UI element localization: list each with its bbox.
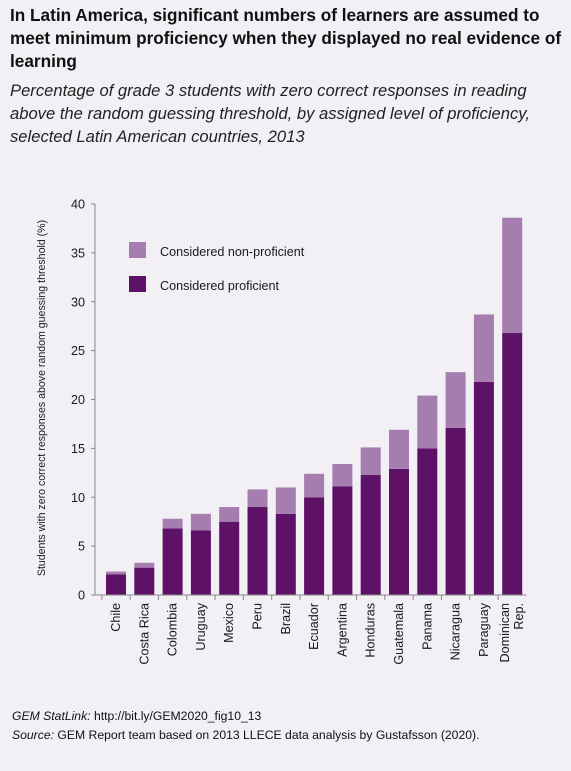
- x-tick-label: Colombia: [166, 603, 180, 656]
- bar-non-proficient: [106, 571, 126, 575]
- source-line: Source: GEM Report team based on 2013 LL…: [12, 727, 562, 743]
- x-tick-label-group: Chile: [109, 603, 123, 632]
- x-tick-label: Dominican: [498, 603, 512, 663]
- x-tick-label: Honduras: [364, 603, 378, 658]
- bar-non-proficient: [275, 487, 296, 514]
- chart-subtitle: Percentage of grade 3 students with zero…: [10, 81, 530, 146]
- bar-non-proficient: [389, 429, 409, 469]
- bar-proficient: [417, 448, 438, 595]
- bar-proficient: [389, 468, 409, 595]
- y-tick-label: 10: [71, 491, 85, 505]
- bar-proficient: [134, 567, 155, 595]
- bar-proficient: [304, 497, 325, 595]
- bar-non-proficient: [162, 518, 183, 529]
- legend-swatch-proficient: [129, 276, 146, 292]
- x-tick-label: Mexico: [222, 603, 236, 643]
- x-tick-label-group: Honduras: [364, 603, 378, 658]
- x-tick-label-group: Colombia: [166, 603, 180, 656]
- x-tick-label-group: Mexico: [222, 603, 236, 643]
- legend: Considered non-proficient Considered pro…: [129, 242, 305, 293]
- x-tick-label: Brazil: [279, 603, 293, 635]
- bar-proficient: [106, 574, 126, 595]
- x-tick-label: Paraguay: [477, 602, 491, 657]
- y-tick-label: 35: [71, 246, 85, 260]
- x-tick-label-group: Costa Rica: [137, 603, 151, 665]
- x-tick-label: Costa Rica: [137, 603, 151, 665]
- x-tick-label-group: Dominican Rep.: [498, 603, 526, 663]
- bar-non-proficient: [332, 464, 353, 487]
- source-label: Source:: [12, 728, 55, 742]
- bar-non-proficient: [473, 314, 494, 382]
- x-tick-label-group: Guatemala: [392, 603, 406, 665]
- bar-non-proficient: [304, 473, 325, 498]
- x-tick-label-group: Nicaragua: [449, 603, 463, 660]
- x-tick-label: Rep.: [512, 603, 526, 630]
- x-tick-label: Panama: [420, 603, 434, 650]
- statlink-line: GEM StatLink: http://bit.ly/GEM2020_fig1…: [12, 708, 562, 724]
- legend-label-non-proficient: Considered non-proficient: [160, 245, 305, 259]
- bar-non-proficient: [247, 489, 268, 508]
- x-tick-label: Nicaragua: [449, 603, 463, 660]
- x-axis: Chile Costa Rica Colombia Uruguay Mexico Peru…: [95, 594, 527, 665]
- bar-proficient: [190, 530, 211, 595]
- footer: GEM StatLink: http://bit.ly/GEM2020_fig1…: [12, 708, 562, 746]
- bars: [106, 217, 523, 595]
- statlink-url[interactable]: http://bit.ly/GEM2020_fig10_13: [93, 709, 262, 723]
- x-tick-label: Ecuador: [307, 603, 321, 650]
- bar-non-proficient: [445, 372, 466, 428]
- source-text: GEM Report team based on 2013 LLECE data…: [57, 728, 480, 742]
- y-tick-label: 20: [71, 393, 85, 407]
- x-tick-label-group: Peru: [251, 603, 265, 630]
- x-tick-label-group: Paraguay: [477, 602, 491, 657]
- bar-proficient: [360, 474, 381, 595]
- y-tick-label: 25: [71, 344, 85, 358]
- y-tick-label: 30: [71, 295, 85, 309]
- bar-proficient: [502, 333, 523, 595]
- statlink-label: GEM StatLink:: [12, 709, 91, 723]
- bar-non-proficient: [360, 447, 381, 475]
- y-tick-label: 0: [78, 589, 85, 603]
- bar-non-proficient: [417, 395, 438, 449]
- y-axis-label: Students with zero correct responses abo…: [36, 220, 48, 576]
- bar-proficient: [275, 513, 296, 595]
- bar-non-proficient: [134, 562, 155, 568]
- x-tick-label-group: Uruguay: [194, 602, 208, 650]
- x-tick-label-group: Ecuador: [307, 603, 321, 650]
- y-tick-label: 40: [71, 198, 85, 212]
- bar-proficient: [247, 507, 268, 595]
- legend-swatch-non-proficient: [129, 242, 146, 258]
- bar-non-proficient: [190, 513, 211, 531]
- y-tick-label: 15: [71, 442, 85, 456]
- x-tick-label-group: Brazil: [279, 603, 293, 635]
- bar-proficient: [162, 528, 183, 595]
- bar-proficient: [332, 486, 353, 595]
- bar-proficient: [473, 381, 494, 595]
- y-axis: 0 5 10 15 20 25 30 35 40: [71, 198, 96, 603]
- bar-proficient: [219, 521, 240, 595]
- x-tick-label-group: Panama: [420, 603, 434, 650]
- x-tick-label: Uruguay: [194, 602, 208, 650]
- legend-label-proficient: Considered proficient: [160, 279, 280, 293]
- y-tick-label: 5: [78, 540, 85, 554]
- bar-non-proficient: [219, 507, 240, 522]
- x-tick-label-group: Argentina: [335, 603, 349, 657]
- stacked-bar-chart: Students with zero correct responses abo…: [36, 198, 527, 665]
- x-tick-label: Chile: [109, 603, 123, 632]
- x-tick-label: Guatemala: [392, 603, 406, 665]
- bar-proficient: [445, 427, 466, 595]
- x-tick-label: Peru: [251, 603, 265, 630]
- chart-title: In Latin America, significant numbers of…: [10, 5, 562, 71]
- x-tick-label: Argentina: [335, 603, 349, 657]
- bar-non-proficient: [502, 217, 523, 334]
